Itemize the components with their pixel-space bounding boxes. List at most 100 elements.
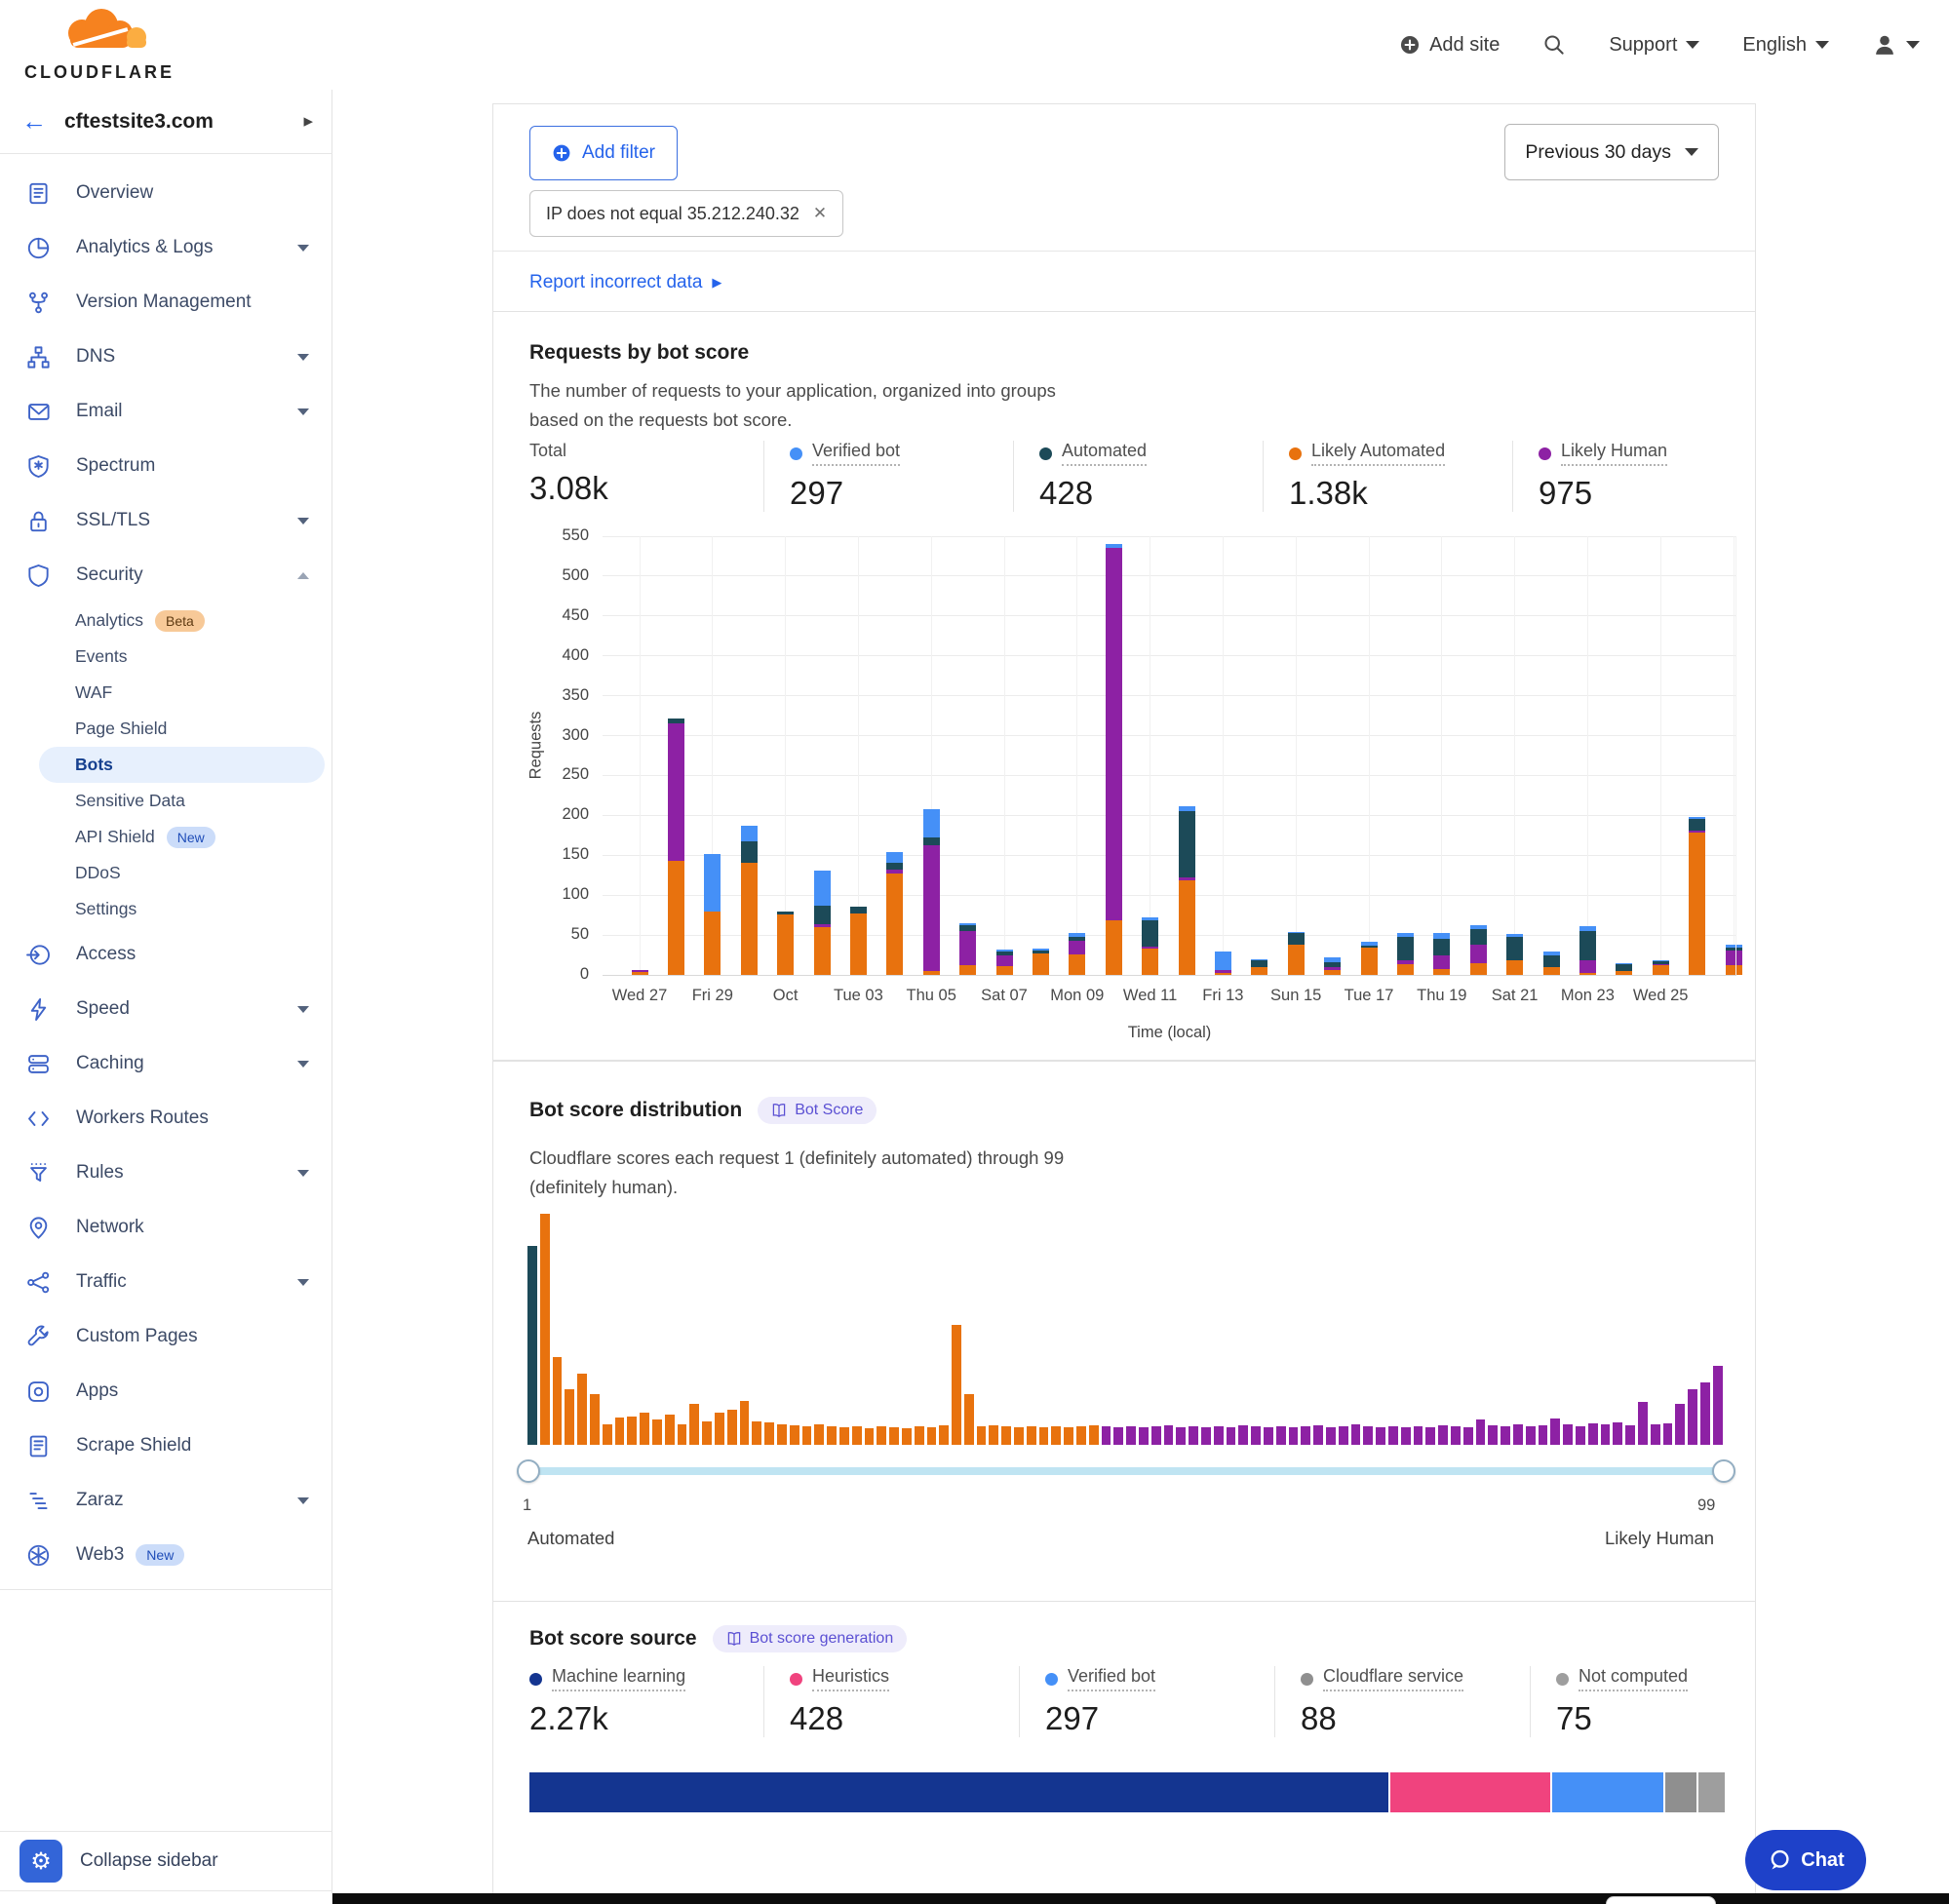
histogram-bar[interactable] xyxy=(539,1214,550,1445)
sidebar-item-version-management[interactable]: Version Management xyxy=(0,275,332,330)
sidebar-item-bots[interactable]: Bots xyxy=(39,747,325,783)
sidebar-item-traffic[interactable]: Traffic xyxy=(0,1255,332,1309)
gear-icon[interactable]: ⚙ xyxy=(19,1840,62,1883)
histogram-bar[interactable] xyxy=(1264,1427,1273,1445)
histogram-bar[interactable] xyxy=(851,1426,862,1445)
histogram-bar[interactable] xyxy=(889,1427,899,1445)
chart-bar[interactable] xyxy=(922,536,940,975)
sidebar-item-sensitive-data[interactable]: Sensitive Data xyxy=(0,783,332,819)
histogram-bar[interactable] xyxy=(1014,1427,1024,1445)
histogram-bar[interactable] xyxy=(1051,1426,1062,1445)
chart-bar[interactable] xyxy=(1360,536,1378,975)
source-segment-not-computed[interactable] xyxy=(1696,1772,1725,1812)
histogram-bar[interactable] xyxy=(776,1423,787,1445)
chart-bar[interactable] xyxy=(1652,536,1669,975)
chart-bar[interactable] xyxy=(1469,536,1487,975)
stat-label[interactable]: Not computed xyxy=(1579,1666,1689,1691)
stat-label[interactable]: Verified bot xyxy=(1068,1666,1156,1691)
histogram-bar[interactable] xyxy=(838,1427,849,1445)
histogram-bar[interactable] xyxy=(1363,1426,1374,1445)
histogram-bar[interactable] xyxy=(789,1425,799,1445)
sidebar-item-analytics[interactable]: Analytics Beta xyxy=(0,602,332,639)
chart-bar[interactable] xyxy=(959,536,977,975)
histogram-bar[interactable] xyxy=(552,1356,563,1445)
chart-bar[interactable] xyxy=(1105,536,1122,975)
sidebar-item-workers-routes[interactable]: Workers Routes xyxy=(0,1091,332,1146)
histogram-bar[interactable] xyxy=(1088,1425,1099,1445)
histogram-bar[interactable] xyxy=(1163,1425,1174,1445)
histogram-bar[interactable] xyxy=(1525,1426,1536,1445)
histogram-bar[interactable] xyxy=(1076,1426,1086,1445)
filter-chip[interactable]: IP does not equal 35.212.240.32 ✕ xyxy=(529,190,844,237)
sidebar-item-apps[interactable]: Apps xyxy=(0,1364,332,1418)
sidebar-item-rules[interactable]: Rules xyxy=(0,1146,332,1200)
histogram-bar[interactable] xyxy=(1462,1427,1473,1445)
stat-label[interactable]: Automated xyxy=(1062,441,1148,466)
histogram-bar[interactable] xyxy=(1139,1427,1149,1445)
histogram-bar[interactable] xyxy=(952,1324,961,1445)
histogram-bar[interactable] xyxy=(627,1416,638,1445)
sidebar-item-security[interactable]: Security xyxy=(0,548,332,602)
chart-bar[interactable] xyxy=(1214,536,1231,975)
language-menu[interactable]: English xyxy=(1742,34,1829,57)
histogram-bar[interactable] xyxy=(1326,1427,1336,1445)
histogram-bar[interactable] xyxy=(702,1421,712,1445)
histogram-bar[interactable] xyxy=(677,1423,687,1445)
histogram-bar[interactable] xyxy=(1699,1382,1710,1445)
sidebar-item-page-shield[interactable]: Page Shield xyxy=(0,711,332,747)
date-range-selector[interactable]: Previous 30 days xyxy=(1504,124,1719,180)
chart-bar[interactable] xyxy=(667,536,684,975)
chart-bar[interactable] xyxy=(1433,536,1451,975)
histogram-bar[interactable] xyxy=(1600,1424,1611,1445)
source-segment-heuristics[interactable] xyxy=(1388,1772,1551,1812)
chart-bar[interactable] xyxy=(1142,536,1159,975)
bot-score-badge[interactable]: Bot Score xyxy=(758,1097,877,1124)
sidebar-item-zaraz[interactable]: Zaraz xyxy=(0,1473,332,1528)
sidebar-item-analytics-logs[interactable]: Analytics & Logs xyxy=(0,220,332,275)
histogram-bar[interactable] xyxy=(1026,1426,1036,1445)
histogram-bar[interactable] xyxy=(651,1418,662,1445)
histogram-bar[interactable] xyxy=(1189,1426,1199,1445)
slider-handle-min[interactable] xyxy=(517,1459,540,1483)
histogram-bar[interactable] xyxy=(739,1400,750,1445)
histogram-bar[interactable] xyxy=(1712,1366,1723,1445)
histogram-bar[interactable] xyxy=(1387,1426,1398,1445)
histogram-bar[interactable] xyxy=(1038,1427,1049,1445)
close-icon[interactable]: ✕ xyxy=(812,204,828,222)
chat-button[interactable]: Chat xyxy=(1745,1830,1866,1890)
sidebar-item-ddos[interactable]: DDoS xyxy=(0,855,332,891)
stat-label[interactable]: Likely Automated xyxy=(1311,441,1446,466)
histogram-bar[interactable] xyxy=(1550,1418,1561,1445)
histogram-bar[interactable] xyxy=(877,1426,887,1445)
account-menu[interactable] xyxy=(1872,32,1920,58)
histogram-bar[interactable] xyxy=(1275,1426,1286,1445)
histogram-bar[interactable] xyxy=(640,1412,649,1445)
histogram-bar[interactable] xyxy=(1563,1424,1573,1445)
histogram-bar[interactable] xyxy=(1126,1426,1137,1445)
histogram-bar[interactable] xyxy=(901,1427,912,1445)
stat-label[interactable]: Machine learning xyxy=(552,1666,686,1691)
slider-track[interactable] xyxy=(527,1467,1725,1475)
histogram-bar[interactable] xyxy=(989,1425,999,1445)
sidebar-item-access[interactable]: Access xyxy=(0,927,332,982)
histogram-bar[interactable] xyxy=(577,1373,587,1445)
chart-bar[interactable] xyxy=(995,536,1013,975)
add-site-button[interactable]: Add site xyxy=(1399,34,1500,57)
histogram-bar[interactable] xyxy=(726,1410,737,1445)
bot-score-range-slider[interactable] xyxy=(517,1459,1735,1483)
histogram-bar[interactable] xyxy=(1501,1426,1510,1445)
site-switcher-caret-icon[interactable]: ▸ xyxy=(303,111,313,132)
stat-label[interactable]: Heuristics xyxy=(812,1666,890,1691)
chart-bar[interactable] xyxy=(1542,536,1560,975)
histogram-bar[interactable] xyxy=(1662,1423,1673,1445)
chart-bar[interactable] xyxy=(1287,536,1305,975)
histogram-bar[interactable] xyxy=(1587,1423,1598,1445)
chart-bar[interactable] xyxy=(777,536,795,975)
add-filter-button[interactable]: Add filter xyxy=(529,126,678,180)
slider-handle-max[interactable] xyxy=(1712,1459,1735,1483)
sidebar-item-spectrum[interactable]: Spectrum xyxy=(0,439,332,493)
collapse-sidebar[interactable]: ⚙ Collapse sidebar xyxy=(0,1831,332,1891)
histogram-bar[interactable] xyxy=(1625,1425,1635,1445)
histogram-bar[interactable] xyxy=(1400,1427,1411,1445)
chart-bar[interactable] xyxy=(1616,536,1633,975)
